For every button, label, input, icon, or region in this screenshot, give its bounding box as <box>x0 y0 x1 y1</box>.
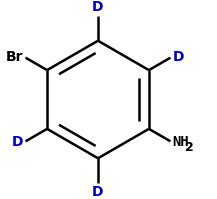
Text: NH: NH <box>172 136 189 149</box>
Text: D: D <box>92 0 104 14</box>
Text: D: D <box>12 136 24 149</box>
Text: Br: Br <box>6 50 24 63</box>
Text: D: D <box>172 50 184 63</box>
Text: 2: 2 <box>185 141 194 154</box>
Text: D: D <box>92 185 104 199</box>
